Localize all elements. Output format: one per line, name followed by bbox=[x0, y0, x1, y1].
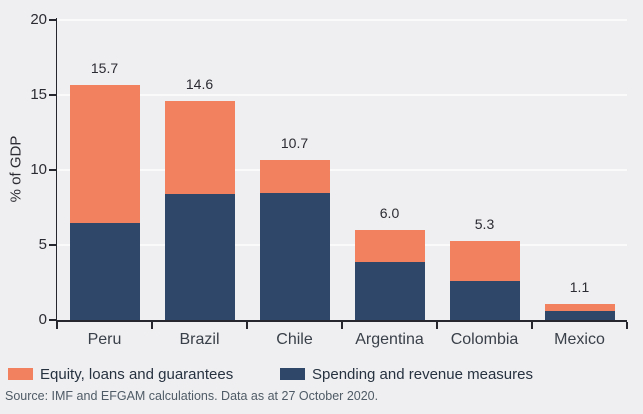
x-axis-tick bbox=[246, 321, 248, 329]
source-note: Source: IMF and EFGAM calculations. Data… bbox=[5, 389, 379, 403]
x-category-label-brazil: Brazil bbox=[179, 331, 220, 348]
y-tick-label: 5 bbox=[38, 236, 47, 253]
bar-total-label-peru: 15.7 bbox=[90, 59, 119, 76]
y-axis-tick bbox=[48, 19, 56, 21]
bar-segment-peru-spending bbox=[69, 222, 140, 320]
legend-item-equity-loans-guarantees: Equity, loans and guarantees bbox=[8, 365, 234, 383]
bar-segment-brazil-equity, bbox=[164, 101, 235, 194]
x-axis-tick bbox=[531, 321, 533, 329]
bar-segment-chile-spending bbox=[259, 192, 330, 320]
y-axis-tick bbox=[48, 169, 56, 171]
legend-item-spending-revenue: Spending and revenue measures bbox=[280, 365, 533, 383]
x-category-label-argentina: Argentina bbox=[355, 331, 424, 348]
bar-segment-peru-equity, bbox=[69, 84, 140, 223]
bar-segment-mexico-spending bbox=[544, 311, 615, 320]
legend-label: Spending and revenue measures bbox=[312, 365, 533, 383]
y-axis-tick bbox=[48, 319, 56, 321]
bar-segment-chile-equity, bbox=[259, 159, 330, 193]
x-axis-line bbox=[55, 320, 627, 322]
bar-total-label-colombia: 5.3 bbox=[474, 215, 495, 232]
y-axis-tick bbox=[48, 244, 56, 246]
gridline bbox=[57, 244, 627, 246]
y-tick-label: 15 bbox=[30, 86, 47, 103]
bar-total-label-chile: 10.7 bbox=[280, 134, 309, 151]
y-tick-label: 10 bbox=[30, 161, 47, 178]
y-axis-tick bbox=[48, 94, 56, 96]
legend-swatch-coral bbox=[8, 368, 33, 380]
bar-segment-colombia-equity, bbox=[449, 240, 520, 281]
bar-segment-colombia-spending bbox=[449, 281, 520, 320]
bar-segment-argentina-spending bbox=[354, 261, 425, 320]
x-category-label-mexico: Mexico bbox=[554, 331, 605, 348]
x-axis-tick bbox=[151, 321, 153, 329]
x-category-label-peru: Peru bbox=[87, 331, 122, 348]
x-axis-tick bbox=[626, 321, 628, 329]
bar-total-label-brazil: 14.6 bbox=[185, 76, 214, 92]
legend-swatch-navy bbox=[280, 368, 305, 380]
x-axis-tick bbox=[341, 321, 343, 329]
y-axis-line bbox=[55, 18, 57, 322]
x-axis-tick bbox=[56, 321, 58, 329]
gridline bbox=[57, 19, 627, 21]
x-category-label-chile: Chile bbox=[276, 331, 313, 348]
plot-area: 0 5 10 15 20 15.7 Peru 14.6 Brazil 10.7 Chile 6.0 Ar… bbox=[30, 11, 628, 348]
x-category-label-colombia: Colombia bbox=[450, 331, 519, 348]
y-tick-label: 0 bbox=[38, 311, 47, 328]
bar-total-label-mexico: 1.1 bbox=[569, 278, 590, 295]
bar-segment-argentina-equity, bbox=[354, 230, 425, 262]
y-tick-label: 20 bbox=[30, 11, 47, 28]
bar-segment-mexico-equity, bbox=[544, 303, 615, 311]
bar-total-label-argentina: 6.0 bbox=[379, 205, 400, 221]
bar-segment-brazil-spending bbox=[164, 194, 235, 320]
x-axis-tick bbox=[436, 321, 438, 329]
gridline bbox=[57, 169, 627, 171]
gridline bbox=[57, 94, 627, 96]
legend-label: Equity, loans and guarantees bbox=[40, 365, 234, 383]
